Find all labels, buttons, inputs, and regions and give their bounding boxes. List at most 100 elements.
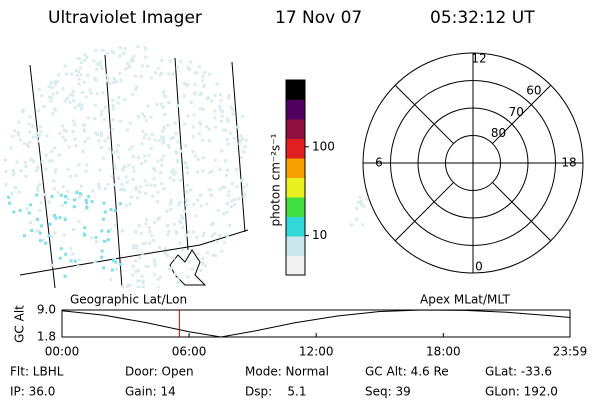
pixel [109, 277, 113, 281]
pixel [161, 129, 165, 133]
pixel [213, 158, 217, 162]
pixel [166, 123, 170, 127]
pixel [136, 114, 140, 118]
pixel [211, 222, 215, 226]
pixel [37, 87, 41, 91]
pixel [134, 229, 138, 233]
pixel [251, 172, 254, 175]
pixel [161, 138, 165, 142]
pixel [77, 77, 81, 81]
plot-frame [61, 309, 571, 338]
x-tick-label: 00:00 [45, 345, 80, 359]
pixel [35, 217, 39, 221]
pixel [71, 252, 75, 256]
color-step [286, 236, 305, 256]
pixel [118, 71, 122, 75]
pixel [238, 139, 242, 143]
pixel [162, 127, 166, 131]
meridian [231, 61, 246, 233]
pixel [35, 229, 39, 233]
pixel [10, 192, 14, 196]
pixel [147, 226, 151, 230]
pixel [166, 224, 170, 228]
lat-label: 80 [491, 126, 506, 140]
pixel [140, 64, 144, 68]
pixel [119, 78, 123, 82]
pixel [39, 130, 43, 134]
pixel [115, 149, 119, 153]
pixel [58, 216, 62, 220]
pixel [21, 108, 25, 112]
pixel [81, 149, 85, 153]
pixel [228, 131, 232, 135]
pixel [226, 168, 230, 172]
pixel [210, 234, 214, 238]
pixel [145, 218, 149, 222]
pixel [211, 253, 215, 257]
meridian [29, 64, 56, 288]
pixel [131, 177, 135, 181]
pixel [153, 260, 157, 264]
pixel [184, 197, 188, 201]
pixel [28, 220, 32, 224]
pixel [212, 232, 216, 236]
pixel [199, 268, 203, 272]
pixel [167, 267, 171, 271]
pixel [60, 203, 64, 207]
pixel [145, 64, 149, 68]
pixel [123, 188, 127, 192]
pixel [183, 209, 187, 213]
meridian [104, 54, 123, 288]
pixel [169, 198, 173, 202]
pixel [47, 234, 51, 238]
pixel [242, 185, 246, 189]
pixel [93, 76, 97, 80]
pixel [205, 125, 209, 129]
pixel [36, 185, 40, 189]
pixel [11, 173, 15, 177]
pixel [61, 87, 65, 91]
pixel [161, 105, 165, 109]
pixel [220, 149, 224, 153]
pixel [242, 195, 246, 199]
pixel [99, 113, 103, 117]
spoke [492, 182, 552, 242]
pixel [199, 204, 203, 208]
pixel [202, 231, 206, 235]
pixel [206, 251, 210, 255]
pixel [152, 258, 156, 262]
pixel [18, 208, 22, 212]
pixel [241, 178, 245, 182]
pixel [159, 171, 163, 175]
pixel [77, 70, 81, 74]
pixel [54, 216, 58, 220]
pixel [171, 136, 175, 140]
pixel [153, 264, 157, 268]
pixel [194, 214, 198, 218]
pixel [141, 112, 145, 116]
pixel [110, 268, 114, 272]
pixel [138, 185, 142, 189]
pixel [149, 183, 153, 187]
pixel [23, 160, 27, 164]
pixel [163, 251, 167, 255]
y-tick-label: 9.0 [37, 303, 56, 317]
pixel [90, 200, 94, 204]
pixel [230, 205, 234, 209]
parallel [19, 229, 248, 276]
pixel [184, 144, 188, 148]
pixel [75, 74, 79, 78]
pixel [3, 158, 7, 162]
pixel [125, 285, 129, 288]
pixel [99, 133, 103, 137]
pixel [231, 182, 235, 186]
pixel [243, 145, 247, 149]
pixel [74, 144, 78, 148]
pixel [189, 100, 193, 104]
pixel [31, 135, 35, 139]
pixel [94, 103, 98, 107]
pixel [218, 187, 222, 191]
pixel [228, 224, 232, 228]
pixel [43, 192, 47, 196]
info-field: Mode: Normal [245, 365, 329, 379]
